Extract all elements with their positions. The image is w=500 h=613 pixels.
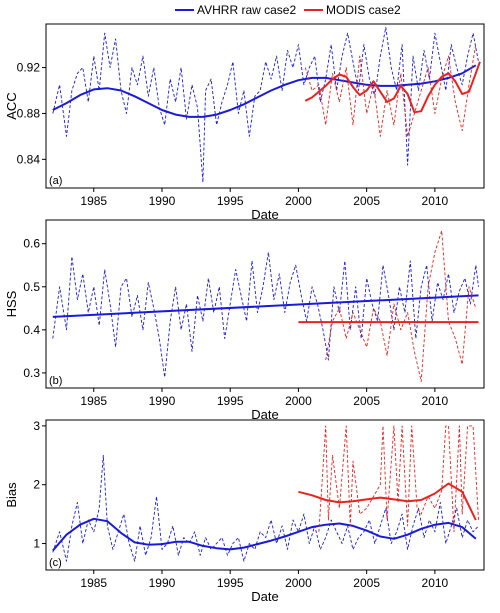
series-avhrr-raw [52, 454, 479, 562]
y-tick-label: 0.84 [17, 152, 41, 166]
x-tick-label: 2010 [422, 394, 449, 408]
x-axis-title: Date [251, 407, 278, 422]
x-tick-label: 1990 [149, 576, 176, 590]
series-modis-smooth [304, 61, 481, 114]
y-axis-title: Bias [4, 482, 19, 508]
x-tick-label: 1985 [80, 194, 107, 208]
legend-label-avhrr: AVHRR raw case2 [197, 3, 296, 17]
y-axis-title: ACC [4, 92, 19, 119]
series-avhrr-smooth [52, 64, 477, 118]
x-tick-label: 1985 [80, 394, 107, 408]
x-axis-title: Date [251, 589, 278, 604]
panel-tag: (a) [49, 175, 62, 187]
y-axis-title: HSS [4, 290, 19, 317]
panel-tag: (b) [49, 375, 62, 387]
x-tick-label: 1995 [217, 394, 244, 408]
x-tick-label: 2010 [422, 194, 449, 208]
series-modis-raw [318, 425, 479, 533]
y-tick-label: 3 [33, 419, 40, 433]
panel-2: 1985 1990 1995 2000 2005 2010 0.3 0.4 0.5 0.6 Date… [4, 219, 485, 422]
x-tick-label: 2000 [285, 394, 312, 408]
legend: AVHRR raw case2 MODIS case2 [175, 3, 401, 17]
x-tick-label: 2000 [285, 576, 312, 590]
panel-1: 1985 1990 1995 2000 2005 2010 0.84 0.88 0.92 Date… [4, 23, 485, 222]
x-axis-title: Date [251, 207, 278, 222]
x-tick-label: 1985 [80, 576, 107, 590]
x-tick-label: 2005 [353, 394, 380, 408]
series-modis-smooth [298, 482, 477, 521]
x-tick-label: 2005 [353, 194, 380, 208]
y-tick-label: 0.5 [23, 280, 40, 294]
plot-frame [45, 23, 485, 189]
x-tick-label: 2000 [285, 194, 312, 208]
plot-frame [45, 419, 485, 571]
y-tick-label: 1 [33, 537, 40, 551]
y-tick-label: 0.92 [17, 61, 41, 75]
panel-3: 1985 1990 1995 2000 2005 2010 1 2 3 Date Bias (c) [4, 419, 485, 604]
y-tick-label: 0.3 [23, 366, 40, 380]
y-tick-label: 0.88 [17, 106, 41, 120]
x-tick-label: 1995 [217, 576, 244, 590]
y-tick-label: 0.6 [23, 237, 40, 251]
x-tick-label: 1990 [149, 394, 176, 408]
legend-label-modis: MODIS case2 [326, 3, 401, 17]
x-tick-label: 2005 [353, 576, 380, 590]
series-avhrr-smooth [52, 294, 479, 318]
plot-frame [45, 219, 485, 389]
series-avhrr-raw [52, 26, 479, 183]
x-tick-label: 1990 [149, 194, 176, 208]
y-tick-label: 2 [33, 478, 40, 492]
y-tick-label: 0.4 [23, 323, 40, 337]
series-avhrr-raw [52, 251, 479, 378]
series-avhrr-smooth [52, 517, 477, 552]
x-tick-label: 1995 [217, 194, 244, 208]
x-tick-label: 2010 [422, 576, 449, 590]
panel-tag: (c) [49, 557, 62, 569]
